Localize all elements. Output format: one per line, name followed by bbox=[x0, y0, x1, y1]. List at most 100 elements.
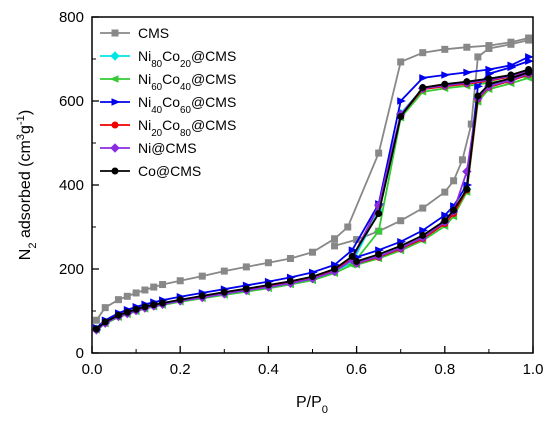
data-point bbox=[242, 263, 250, 271]
series-line-desorption bbox=[356, 73, 529, 265]
data-point bbox=[132, 289, 140, 297]
x-tick-label: 0.0 bbox=[82, 361, 103, 378]
data-point bbox=[150, 283, 158, 291]
data-point bbox=[220, 288, 228, 296]
data-point bbox=[132, 305, 140, 313]
data-point bbox=[92, 316, 100, 324]
series-line-desorption bbox=[356, 72, 529, 264]
data-point bbox=[450, 177, 458, 185]
data-point bbox=[150, 301, 158, 309]
data-point bbox=[507, 63, 517, 72]
series-line-desorption bbox=[356, 72, 529, 264]
data-point bbox=[375, 210, 383, 218]
data-point bbox=[331, 265, 339, 273]
data-point bbox=[419, 49, 427, 57]
data-point bbox=[141, 303, 149, 311]
data-point bbox=[286, 255, 294, 262]
data-point bbox=[458, 156, 466, 164]
data-point bbox=[373, 227, 383, 235]
y-tick-label: 200 bbox=[59, 261, 84, 278]
data-point bbox=[92, 325, 100, 333]
legend-item: Ni60Co40@CMS bbox=[100, 71, 236, 93]
data-point bbox=[419, 226, 429, 235]
x-tick-label: 0.4 bbox=[258, 361, 279, 378]
data-point bbox=[450, 206, 458, 214]
data-point bbox=[123, 308, 131, 316]
data-point bbox=[114, 296, 122, 304]
legend: CMSNi80Co20@CMSNi60Co40@CMSNi40Co60@CMSN… bbox=[100, 25, 236, 179]
data-point bbox=[419, 74, 429, 82]
legend-item: Ni@CMS bbox=[100, 140, 197, 156]
data-point bbox=[397, 97, 406, 105]
x-tick-label: 1.0 bbox=[523, 361, 544, 378]
data-point bbox=[525, 68, 533, 76]
data-point bbox=[463, 43, 471, 51]
data-point bbox=[344, 223, 352, 231]
legend-item: Ni20Co80@CMS bbox=[100, 117, 236, 139]
data-point bbox=[441, 80, 449, 88]
data-point bbox=[463, 68, 473, 77]
data-point bbox=[101, 318, 109, 326]
y-tick-label: 0 bbox=[76, 345, 84, 362]
data-point bbox=[141, 286, 149, 294]
data-point bbox=[176, 296, 184, 304]
data-point bbox=[419, 231, 427, 239]
y-tick-label: 800 bbox=[59, 9, 84, 26]
series-cms bbox=[92, 34, 533, 324]
data-point bbox=[198, 292, 206, 300]
data-point bbox=[111, 98, 121, 106]
x-tick-label: 0.2 bbox=[170, 361, 191, 378]
data-point bbox=[525, 36, 533, 44]
data-point bbox=[309, 248, 316, 256]
data-point bbox=[331, 235, 339, 243]
data-point bbox=[286, 277, 294, 285]
legend-item: CMS bbox=[100, 25, 169, 41]
x-tick-label: 0.6 bbox=[346, 361, 367, 378]
y-tick-label: 600 bbox=[59, 93, 84, 110]
data-point bbox=[198, 272, 206, 280]
data-point bbox=[441, 188, 449, 196]
data-point bbox=[441, 217, 449, 225]
legend-label: Ni40Co60@CMS bbox=[138, 94, 236, 116]
data-point bbox=[419, 204, 427, 212]
data-point bbox=[474, 92, 482, 100]
data-point bbox=[348, 252, 356, 260]
data-point bbox=[463, 185, 471, 193]
data-point bbox=[485, 80, 493, 88]
data-point bbox=[111, 121, 119, 129]
series-co-cms bbox=[92, 66, 533, 333]
data-point bbox=[353, 257, 361, 265]
data-point bbox=[419, 84, 427, 92]
series-line-desorption bbox=[356, 71, 529, 263]
y-tick-label: 400 bbox=[59, 177, 84, 194]
data-point bbox=[397, 113, 405, 121]
data-point bbox=[159, 299, 167, 307]
data-point bbox=[242, 285, 250, 293]
data-point bbox=[111, 29, 119, 37]
data-point bbox=[375, 149, 383, 157]
data-point bbox=[331, 242, 339, 250]
data-point bbox=[123, 292, 131, 300]
y-axis-title: N2 adsorbed (cm3g-1) bbox=[15, 110, 39, 260]
legend-item: Ni80Co20@CMS bbox=[100, 48, 236, 70]
data-point bbox=[159, 281, 167, 289]
legend-label: Ni20Co80@CMS bbox=[138, 117, 236, 139]
legend-item: Ni40Co60@CMS bbox=[100, 94, 236, 116]
data-point bbox=[309, 273, 316, 281]
data-point bbox=[474, 82, 484, 91]
data-point bbox=[114, 311, 122, 319]
data-point bbox=[474, 53, 482, 61]
data-point bbox=[441, 211, 451, 219]
data-point bbox=[264, 259, 272, 267]
legend-label: Ni@CMS bbox=[138, 140, 197, 156]
series-line-desorption bbox=[356, 77, 529, 266]
data-point bbox=[441, 45, 449, 53]
data-point bbox=[441, 71, 451, 79]
data-point bbox=[101, 304, 109, 312]
ticks-layer: 0.0 0.2 0.4 0.6 0.8 1.0 0 200 400 600 800 bbox=[59, 9, 543, 378]
data-point bbox=[507, 40, 515, 48]
legend-item: Co@CMS bbox=[100, 163, 201, 179]
data-point bbox=[525, 57, 534, 65]
data-point bbox=[110, 51, 120, 61]
